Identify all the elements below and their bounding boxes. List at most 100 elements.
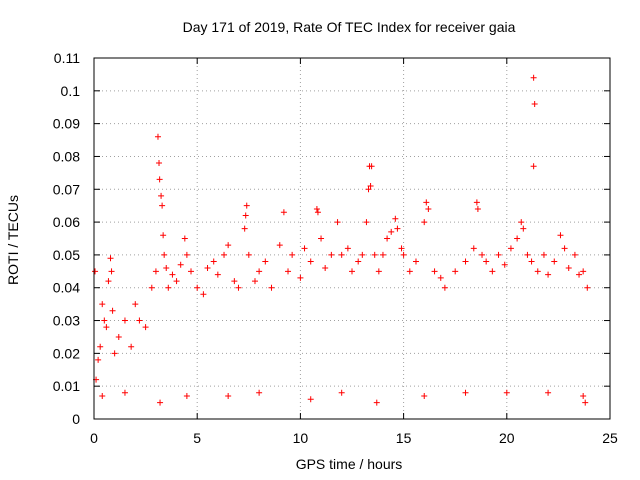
y-tick-label: 0.04: [53, 280, 80, 296]
data-point: [557, 232, 564, 239]
data-point: [338, 389, 345, 396]
data-point: [528, 258, 535, 265]
data-point: [514, 235, 521, 242]
data-point: [318, 235, 325, 242]
data-point: [101, 317, 108, 324]
data-point: [462, 389, 469, 396]
data-point: [392, 215, 399, 222]
data-point: [576, 271, 583, 278]
x-tick-label: 20: [499, 430, 515, 446]
data-point: [518, 219, 525, 226]
data-point: [159, 202, 166, 209]
data-point: [349, 268, 355, 275]
data-point: [379, 251, 386, 258]
data-point: [524, 251, 531, 258]
data-point: [359, 251, 366, 258]
data-point: [561, 245, 568, 252]
data-point: [501, 261, 508, 268]
data-point: [132, 301, 139, 308]
data-point: [194, 284, 201, 291]
y-tick-label: 0.1: [61, 83, 81, 99]
data-point: [495, 251, 502, 258]
data-point: [262, 258, 269, 265]
y-tick-label: 0.01: [53, 378, 80, 394]
data-point: [107, 255, 114, 262]
data-point: [157, 399, 164, 406]
data-point: [163, 265, 170, 272]
x-axis-label: GPS time / hours: [296, 456, 403, 472]
data-point: [256, 268, 263, 275]
data-point: [534, 268, 541, 275]
data-point: [280, 209, 287, 216]
data-point: [245, 251, 252, 258]
data-point: [371, 251, 378, 258]
data-point: [531, 100, 538, 107]
data-point: [105, 278, 112, 285]
y-tick-label: 0.02: [53, 345, 80, 361]
data-point: [181, 235, 188, 242]
data-point: [99, 393, 106, 400]
data-point: [225, 242, 232, 249]
data-point: [307, 396, 314, 403]
data-point: [142, 324, 149, 331]
data-point: [183, 393, 190, 400]
data-point: [99, 301, 106, 308]
data-point: [400, 251, 407, 258]
data-point: [507, 245, 514, 252]
data-point: [322, 265, 329, 272]
y-tick-label: 0.11: [54, 50, 80, 66]
data-point: [225, 393, 232, 400]
x-tick-label: 10: [293, 430, 309, 446]
data-point: [97, 343, 104, 350]
data-point: [156, 160, 163, 167]
data-point: [214, 271, 221, 278]
data-point: [210, 258, 217, 265]
data-point: [328, 251, 335, 258]
data-point: [160, 232, 167, 239]
data-point: [334, 219, 341, 226]
data-point: [115, 333, 122, 340]
data-point: [530, 74, 537, 81]
data-point: [462, 258, 469, 265]
plot-frame: [93, 57, 611, 420]
data-point: [108, 268, 115, 275]
data-point: [161, 251, 168, 258]
data-point: [565, 265, 572, 272]
data-point: [412, 258, 419, 265]
data-point: [545, 389, 552, 396]
data-point: [474, 205, 481, 212]
data-point: [520, 225, 527, 232]
data-point: [103, 324, 110, 331]
data-point: [313, 205, 320, 212]
data-point: [441, 284, 448, 291]
y-tick-label: 0.03: [53, 313, 80, 329]
data-point: [251, 278, 258, 285]
data-point: [367, 182, 374, 189]
data-point: [545, 271, 552, 278]
y-tick-label: 0.05: [53, 247, 80, 263]
data-point: [183, 251, 190, 258]
data-point: [204, 265, 211, 272]
data-point: [188, 268, 195, 275]
data-point: [452, 268, 459, 275]
data-point: [473, 199, 480, 206]
chart-title: Day 171 of 2019, Rate Of TEC Index for r…: [183, 19, 516, 35]
data-point: [421, 393, 428, 400]
x-tick-label: 0: [90, 430, 98, 446]
data-point: [338, 251, 345, 258]
data-point: [314, 209, 321, 216]
data-point: [121, 389, 128, 396]
data-point: [121, 317, 128, 324]
data-point: [582, 399, 589, 406]
data-point: [173, 278, 180, 285]
data-point: [154, 133, 161, 140]
data-point: [431, 268, 438, 275]
data-point: [421, 219, 428, 226]
data-point: [503, 389, 510, 396]
x-tick-label: 15: [396, 430, 412, 446]
data-point: [368, 163, 375, 170]
y-tick-label: 0.07: [53, 181, 80, 197]
data-point: [388, 228, 395, 235]
data-point: [571, 251, 578, 258]
